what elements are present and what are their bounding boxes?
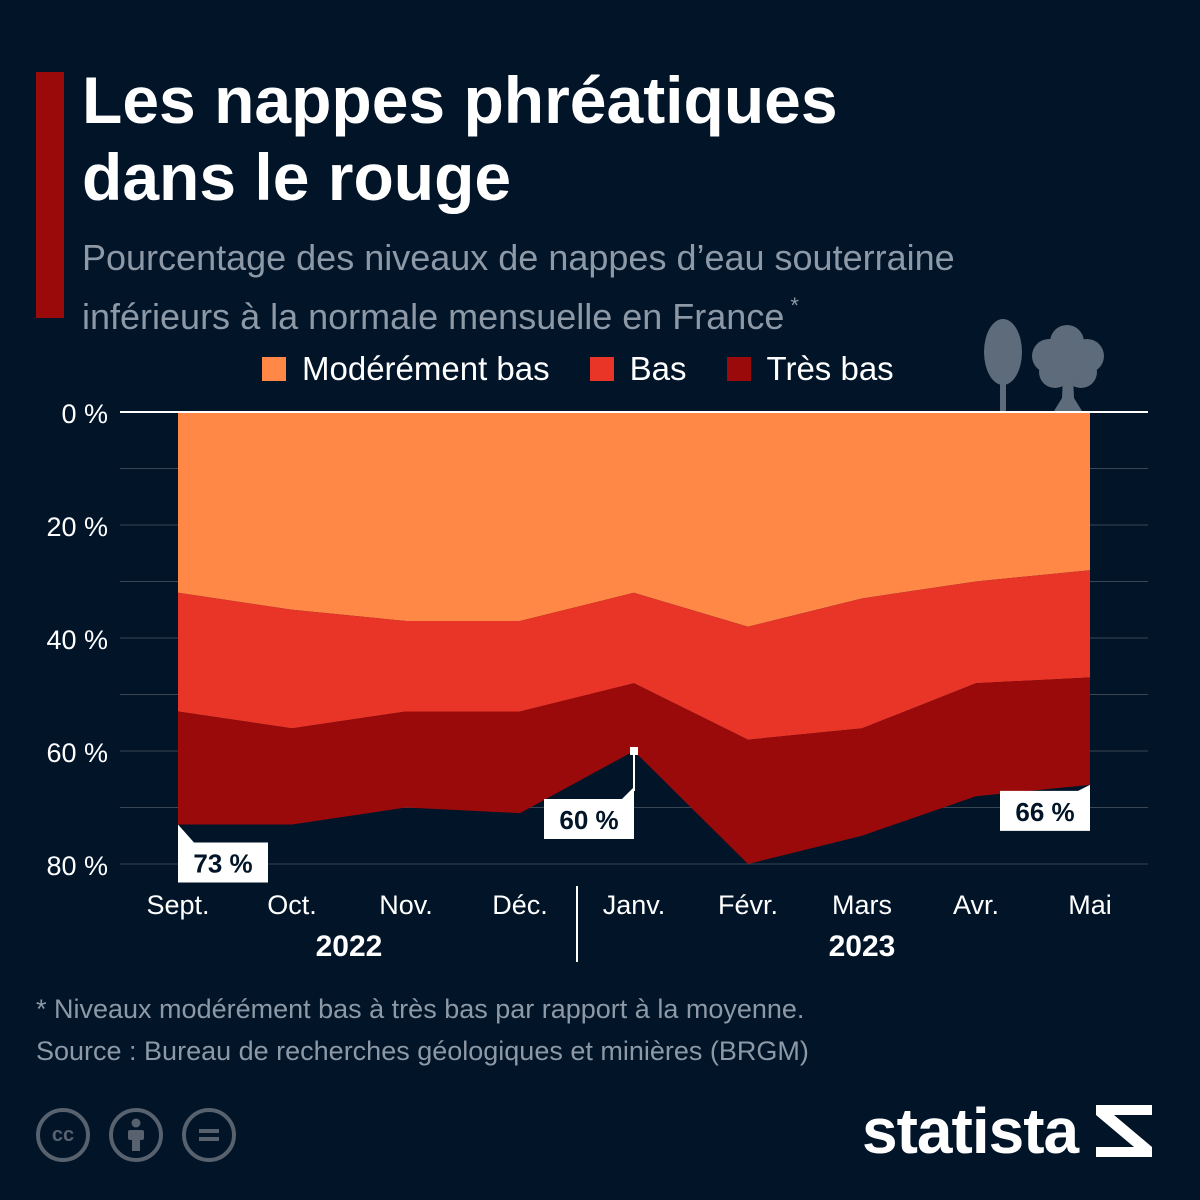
legend-label: Modérément bas xyxy=(302,350,550,387)
subtitle-line-2-wrap: inférieurs à la normale mensuelle en Fra… xyxy=(82,282,1162,341)
annotation-label: 60 % xyxy=(559,805,618,835)
y-tick-label: 60 % xyxy=(46,738,108,768)
chart-title: Les nappes phréatiques dans le rouge xyxy=(82,62,1142,216)
annotation-label: 66 % xyxy=(1015,797,1074,827)
x-tick-label: Nov. xyxy=(379,890,433,920)
x-tick-label: Déc. xyxy=(492,890,548,920)
tree-decoration xyxy=(984,319,1104,411)
year-label: 2023 xyxy=(829,930,896,963)
legend-swatch xyxy=(726,357,751,381)
title-accent-bar xyxy=(36,72,64,318)
annotation-callout: 60 % xyxy=(544,747,638,839)
legend-item-bas: Bas xyxy=(589,350,687,388)
brand-name: statista xyxy=(862,1095,1079,1167)
footnotes: * Niveaux modérément bas à très bas par … xyxy=(36,988,809,1072)
attribution-icon[interactable] xyxy=(109,1108,163,1162)
x-tick-label: Sept. xyxy=(146,890,209,920)
legend-item-tres-bas: Très bas xyxy=(726,350,894,388)
annotation-box xyxy=(178,824,268,883)
x-tick-label: Avr. xyxy=(953,890,999,920)
y-tick-label: 0 % xyxy=(61,399,108,429)
y-tick-label: 40 % xyxy=(46,625,108,655)
license-icons: cc xyxy=(36,1108,255,1162)
annotation-box xyxy=(1000,784,1090,831)
area-series-3 xyxy=(178,677,1090,864)
x-tick-label: Févr. xyxy=(718,890,778,920)
legend-swatch xyxy=(589,357,614,381)
annotation-label: 73 % xyxy=(193,848,252,878)
cc-icon[interactable]: cc xyxy=(36,1108,90,1162)
statista-logo[interactable]: statista xyxy=(862,1094,1156,1168)
no-derivatives-icon[interactable] xyxy=(182,1108,236,1162)
x-tick-label: Mars xyxy=(832,890,892,920)
annotations: 73 % 60 % 66 % xyxy=(178,747,1090,883)
legend: Modérément bas Bas Très bas xyxy=(262,348,934,390)
y-axis: 0 % 20 % 40 % 60 % 80 % xyxy=(46,399,108,881)
source-text: Source : Bureau de recherches géologique… xyxy=(36,1036,809,1066)
area-series-2 xyxy=(178,570,1090,740)
footnote-mark: * xyxy=(790,293,799,318)
stacked-areas xyxy=(178,412,1090,864)
title-line-1: Les nappes phréatiques xyxy=(82,63,838,137)
tree-icon xyxy=(984,319,1022,411)
legend-label: Très bas xyxy=(766,350,894,387)
x-tick-label: Mai xyxy=(1068,890,1112,920)
y-tick-label: 20 % xyxy=(46,512,108,542)
area-series-1 xyxy=(178,412,1090,627)
tree-icon xyxy=(1032,325,1104,411)
annotation-box xyxy=(544,787,634,839)
legend-swatch xyxy=(262,357,286,381)
year-label: 2022 xyxy=(316,930,383,963)
brand-mark-icon xyxy=(1096,1105,1153,1157)
legend-item-moderement-bas: Modérément bas xyxy=(262,350,550,388)
annotation-callout: 66 % xyxy=(1000,784,1090,831)
x-tick-label: Oct. xyxy=(267,890,317,920)
chart-subtitle: Pourcentage des niveaux de nappes d’eau … xyxy=(82,234,1162,341)
legend-label: Bas xyxy=(629,350,687,387)
footnote-text: * Niveaux modérément bas à très bas par … xyxy=(36,994,805,1024)
y-tick-label: 80 % xyxy=(46,851,108,881)
subtitle-line-1: Pourcentage des niveaux de nappes d’eau … xyxy=(82,237,955,278)
annotation-callout: 73 % xyxy=(178,824,268,883)
x-axis: Sept. Oct. Nov. Déc. Janv. Févr. Mars Avr. Mai 20… xyxy=(146,886,1112,963)
title-line-2: dans le rouge xyxy=(82,140,512,214)
x-tick-label: Janv. xyxy=(603,890,666,920)
subtitle-line-2: inférieurs à la normale mensuelle en Fra… xyxy=(82,296,785,337)
